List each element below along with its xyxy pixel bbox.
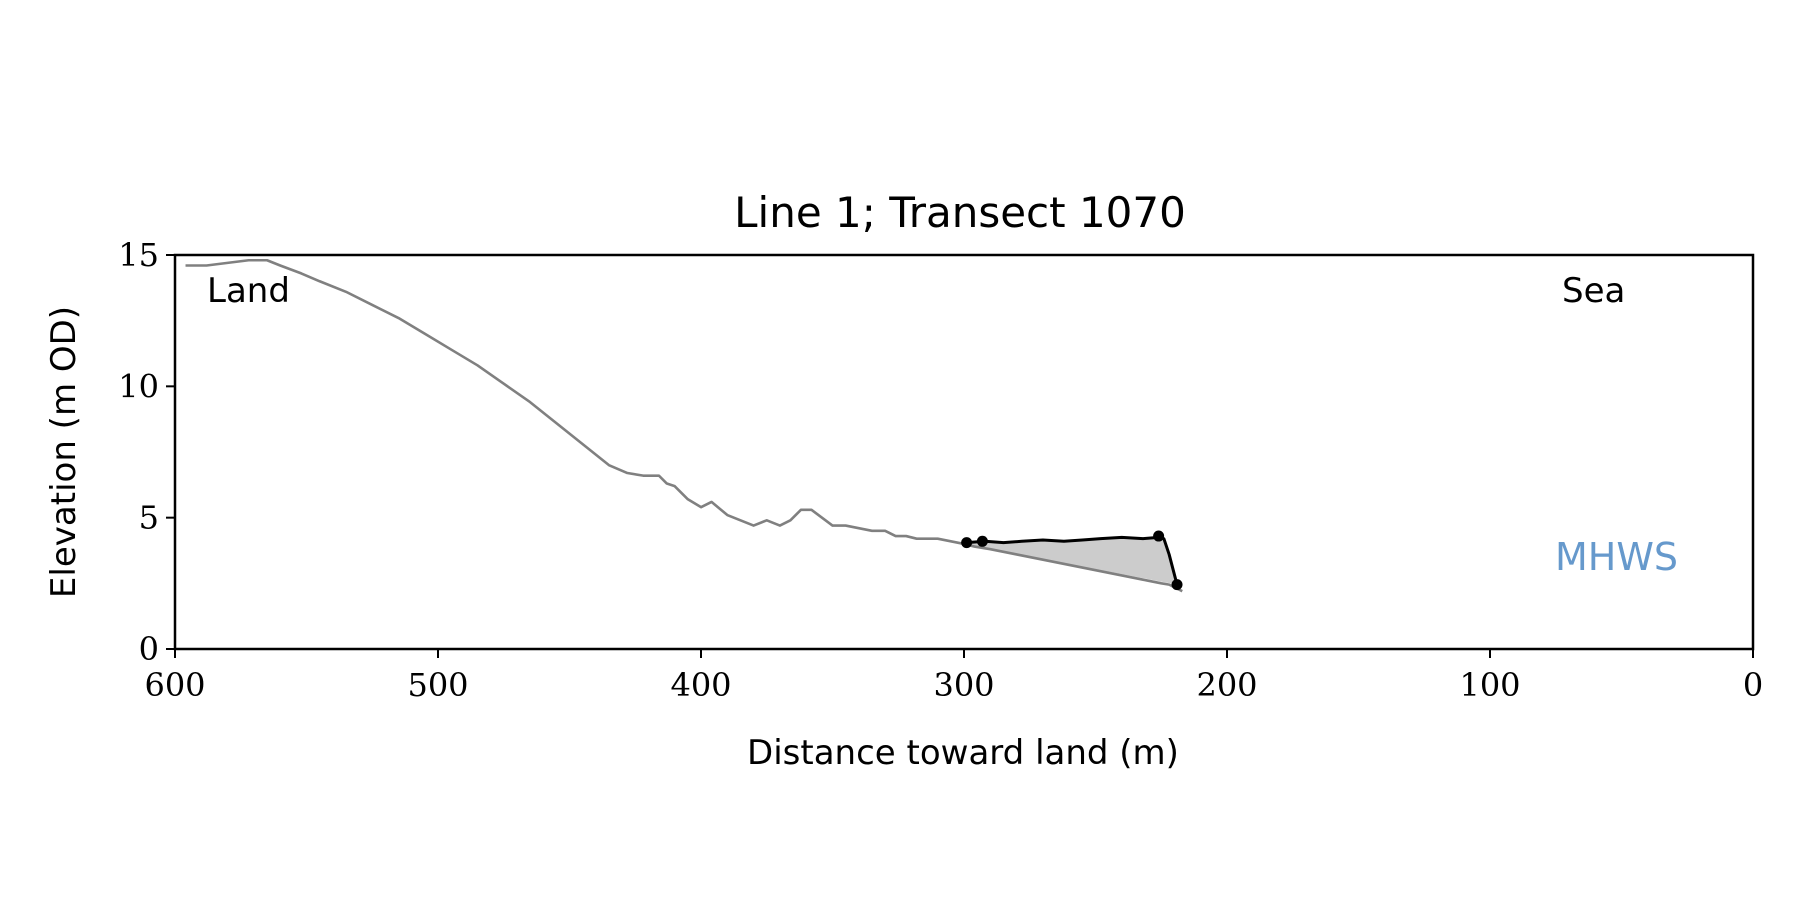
y-tick-label: 5 (139, 499, 159, 537)
x-tick-label: 600 (144, 666, 205, 704)
plot-frame (173, 253, 1755, 651)
x-tick-label: 400 (670, 666, 731, 704)
y-tick-label: 0 (139, 630, 159, 668)
point-marker (1171, 579, 1183, 591)
x-tick-label: 300 (933, 666, 994, 704)
x-tick-label: 100 (1459, 666, 1520, 704)
mhws-annotation: MHWS (1555, 535, 1678, 579)
y-tick-label: 10 (118, 367, 159, 405)
point-marker (961, 537, 973, 549)
y-axis: 0 5 10 15 (118, 236, 175, 668)
x-tick-label: 500 (407, 666, 468, 704)
point-marker (1153, 530, 1165, 542)
x-tick-label: 0 (1743, 666, 1763, 704)
point-marker (976, 535, 988, 547)
shaded-region (964, 537, 1178, 585)
x-axis-label: Distance toward land (m) (747, 733, 1179, 773)
sea-annotation: Sea (1562, 271, 1625, 311)
y-axis-label: Elevation (m OD) (44, 306, 84, 598)
plot-area (185, 258, 1183, 593)
x-axis: 600 500 400 300 200 100 0 (144, 649, 1763, 704)
x-tick-label: 200 (1196, 666, 1257, 704)
y-tick-label: 15 (118, 236, 159, 274)
profile-line (185, 258, 1183, 593)
chart-title: Line 1; Transect 1070 (734, 188, 1186, 237)
land-annotation: Land (207, 271, 290, 311)
